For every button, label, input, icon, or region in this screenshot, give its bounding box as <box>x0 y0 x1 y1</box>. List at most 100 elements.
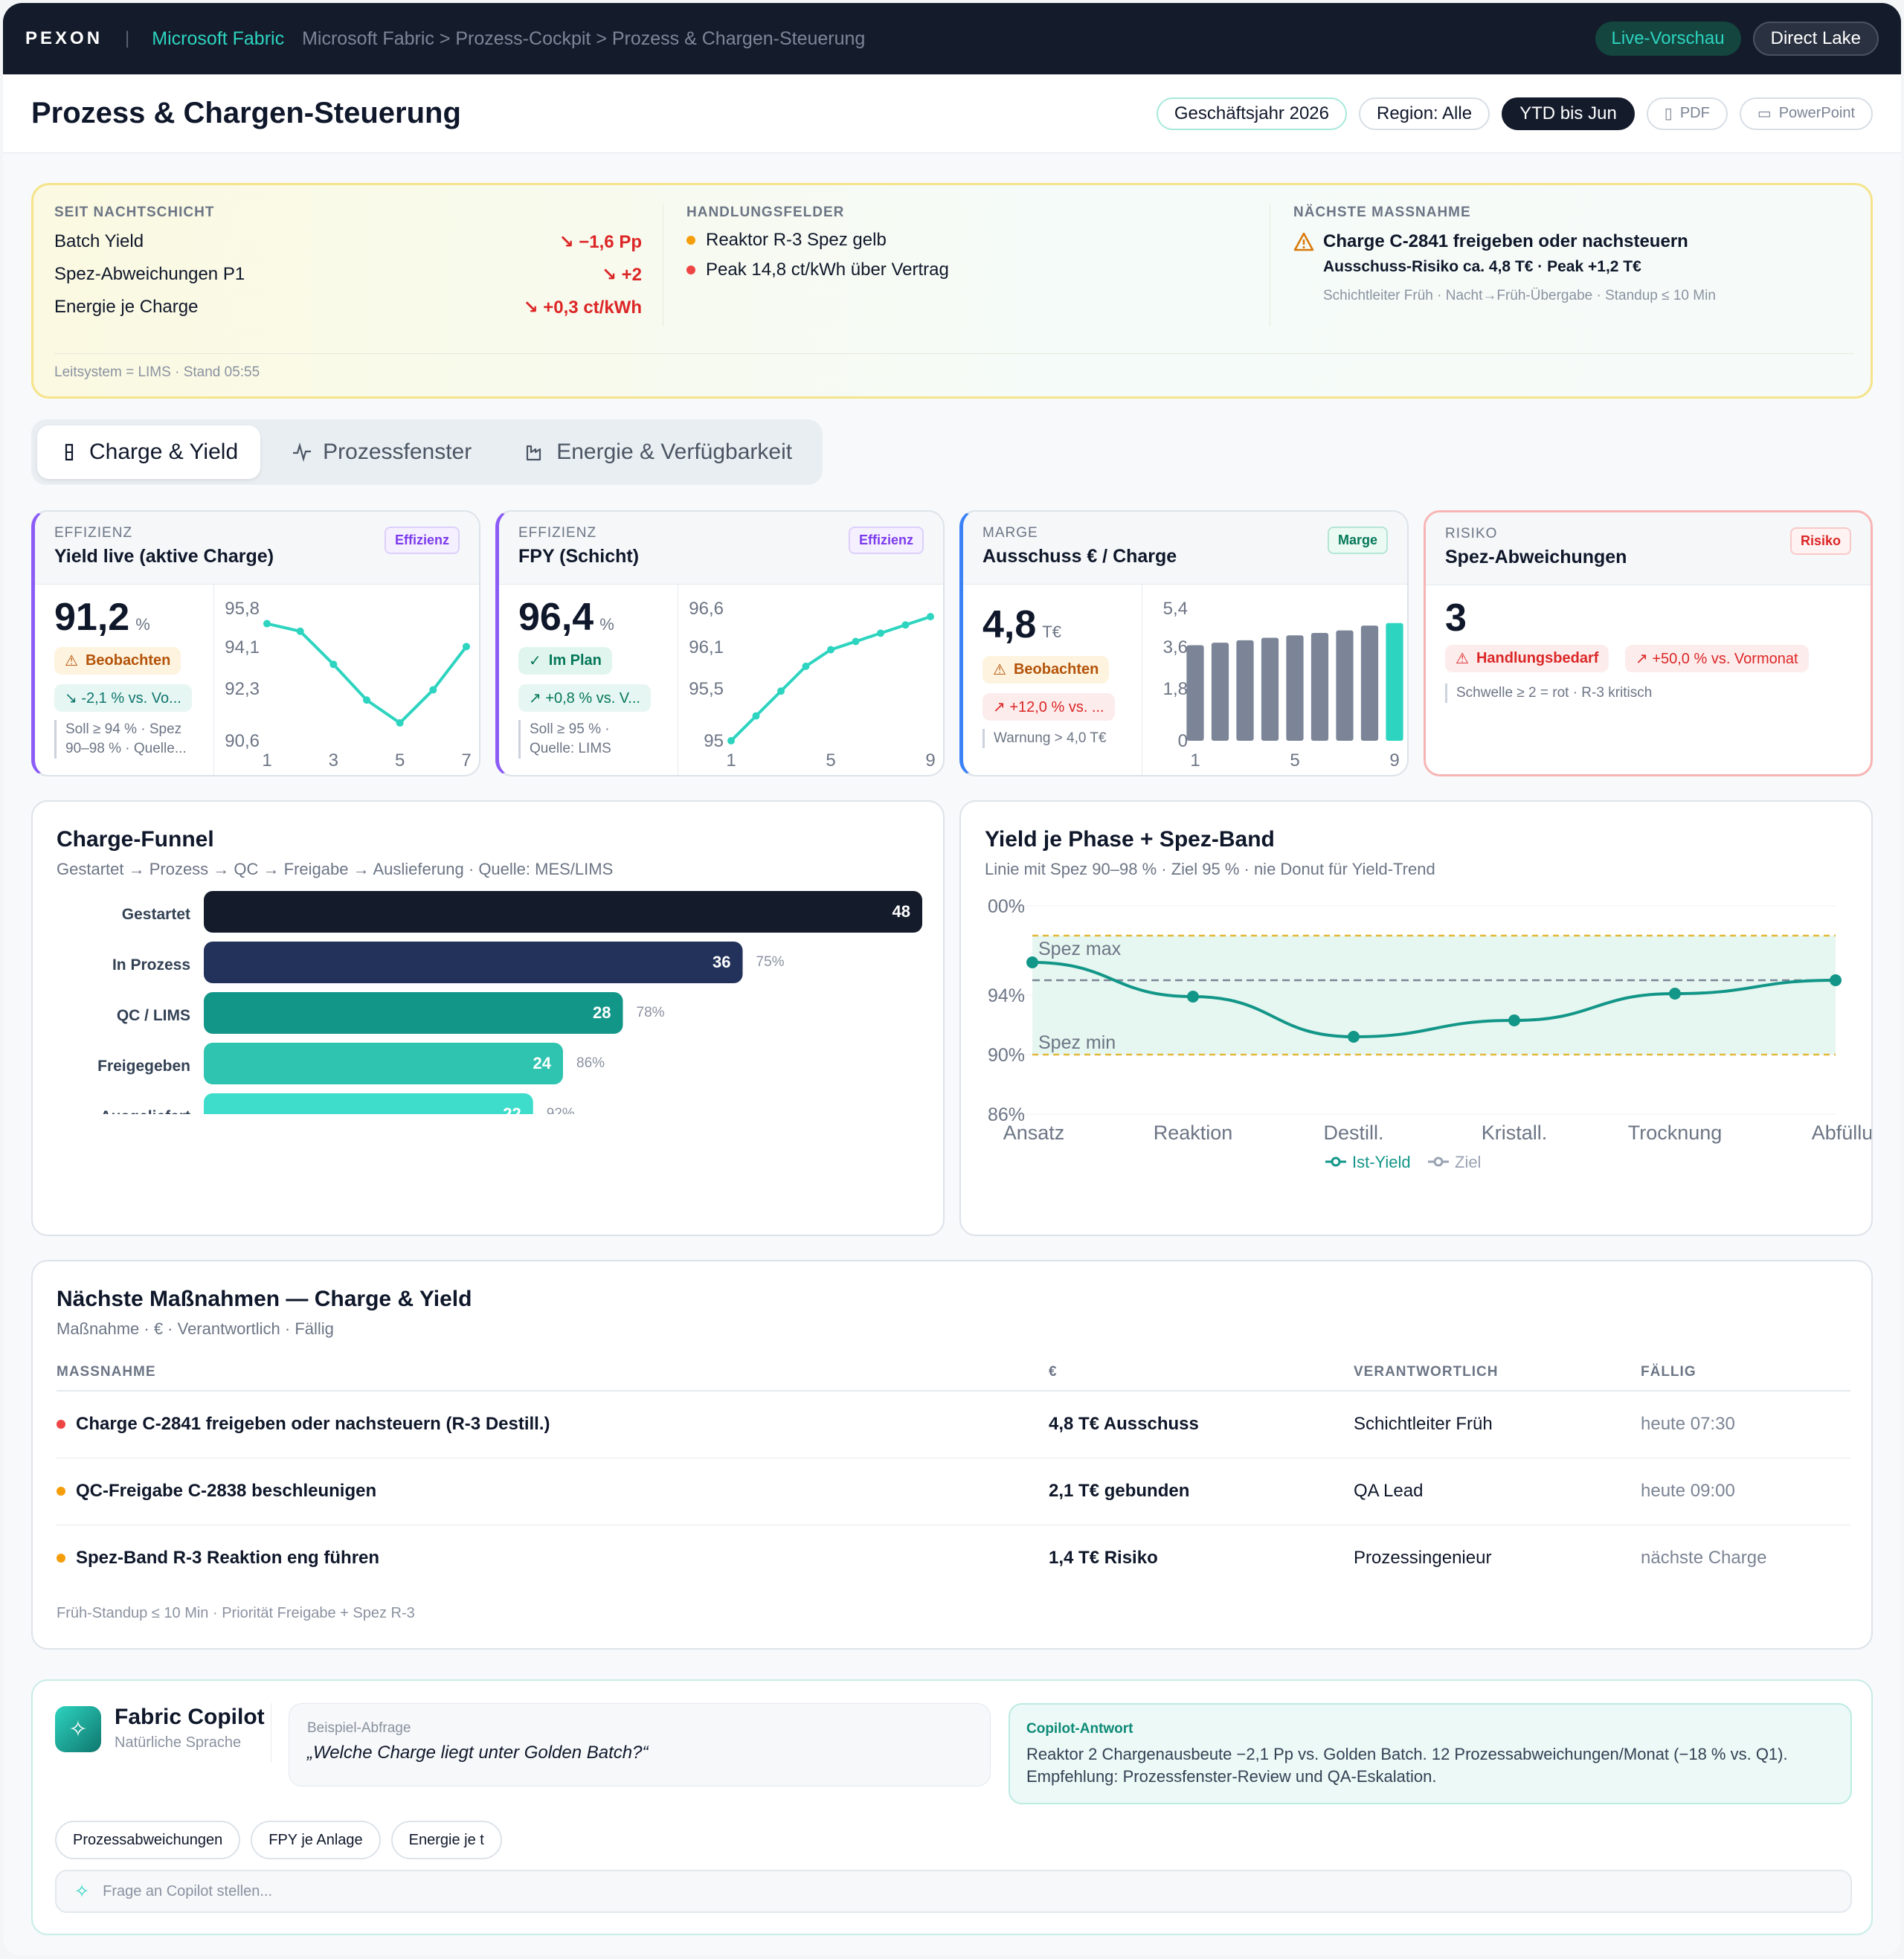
table-row[interactable]: Charge C-2841 freigeben oder nachsteuern… <box>57 1391 1850 1458</box>
copilot-answer: Copilot-Antwort Reaktor 2 Chargenausbeut… <box>1009 1703 1852 1804</box>
fiscal-year-filter[interactable]: Geschäftsjahr 2026 <box>1156 97 1347 130</box>
warning-icon <box>1293 232 1314 251</box>
bar <box>1310 632 1329 741</box>
pdf-export-button[interactable]: ▯ PDF <box>1646 97 1728 130</box>
powerpoint-export-button[interactable]: ▭ PowerPoint <box>1739 97 1873 130</box>
action-owner: Schichtleiter Früh <box>1354 1391 1641 1458</box>
suggestion-chip[interactable]: Energie je t <box>390 1821 502 1859</box>
x-tick-label: 3 <box>329 750 338 771</box>
column-header[interactable]: FÄLLIG <box>1641 1354 1850 1392</box>
funnel-bar <box>204 1093 533 1114</box>
column-header[interactable]: MASSNAHME <box>57 1354 1049 1392</box>
yield-phase-chart: Spez max Spez min 00% 94% 90% 86%Ansatz Reakti… <box>988 896 1871 1171</box>
tab-charge-yield[interactable]: Charge & Yield <box>37 425 261 479</box>
product-link[interactable]: Microsoft Fabric <box>152 28 285 49</box>
copilot-input[interactable]: ✧ Frage an Copilot stellen... <box>55 1870 1852 1913</box>
answer-label: Copilot-Antwort <box>1026 1721 1133 1737</box>
funnel-label: Freigegeben <box>97 1058 190 1075</box>
y-tick-label: 94% <box>988 985 1025 1006</box>
sparkline-chart: 96,6 96,1 95,5 951 5 9 <box>689 599 935 771</box>
bar <box>1236 640 1254 741</box>
y-tick-label: 1,8 <box>1163 679 1188 699</box>
action-field-text: Reaktor R-3 Spez gelb <box>706 230 887 250</box>
kpi-category: MARGE <box>982 525 1038 541</box>
tab-energie[interactable]: Energie & Verfügbarkeit <box>503 425 814 479</box>
live-preview-badge[interactable]: Live-Vorschau <box>1595 22 1741 56</box>
data-point <box>1187 991 1199 1003</box>
breadcrumb[interactable]: Microsoft Fabric > Prozess-Cockpit > Pro… <box>302 28 866 49</box>
next-action-title[interactable]: Charge C-2841 freigeben oder nachsteuern <box>1323 231 1688 251</box>
y-tick-label: 95,8 <box>225 599 260 619</box>
region-filter[interactable]: Region: Alle <box>1358 97 1490 130</box>
action-cell: Charge C-2841 freigeben oder nachsteuern… <box>57 1391 1049 1458</box>
funnel-bar <box>204 992 623 1034</box>
spec-band <box>1032 936 1836 1055</box>
column-header[interactable]: VERANTWORTLICH <box>1354 1354 1641 1392</box>
conversion-rate: 75% <box>756 954 785 970</box>
example-query[interactable]: Beispiel-Abfrage „Welche Charge liegt un… <box>289 1703 991 1786</box>
data-point <box>852 637 860 646</box>
data-point <box>263 620 271 628</box>
kpi-title: Yield live (aktive Charge) <box>54 546 274 567</box>
action-field-text: Peak 14,8 ct/kWh über Vertrag <box>706 260 949 280</box>
warning-icon: ⚠ <box>1456 651 1469 667</box>
kpi-value: 91,2% <box>54 595 150 640</box>
panel-title: Nächste Maßnahmen — Charge & Yield <box>57 1287 472 1311</box>
status-badge: ✓ Im Plan <box>518 647 612 675</box>
x-tick-label: 7 <box>461 750 471 771</box>
kpi-card-scrap[interactable]: MARGE Ausschuss € / Charge Marge 4,8 T€ ⚠… <box>959 510 1409 776</box>
suggestion-chip[interactable]: Prozessabweichungen <box>55 1821 241 1859</box>
x-tick-label: Trocknung <box>1628 1122 1723 1144</box>
kpi-category: RISIKO <box>1445 526 1498 541</box>
kpi-value: 4,8 T€ <box>982 602 1061 647</box>
data-point <box>901 621 910 629</box>
kpi-card-fpy[interactable]: EFFIZIENZ FPY (Schicht) Effizienz 96,4% … <box>495 510 945 776</box>
x-tick-label: 1 <box>726 750 736 771</box>
kpi-number: 3 <box>1445 596 1467 640</box>
action-fields: HANDLUNGSFELDER Reaktor R-3 Spez gelb Pe… <box>686 205 1252 285</box>
data-point <box>463 643 470 651</box>
data-point <box>1348 1031 1360 1043</box>
note-line: Soll ≥ 94 % · Spez <box>65 721 182 737</box>
funnel-label: QC / LIMS <box>117 1007 190 1024</box>
section-caption: HANDLUNGSFELDER <box>686 205 845 220</box>
kpi-unit: % <box>599 615 614 634</box>
direct-lake-badge[interactable]: Direct Lake <box>1752 22 1879 56</box>
sparkline-chart: 95,8 94,1 92,3 90,61 3 5 7 <box>225 599 471 771</box>
metric-label: Spez-Abweichungen P1 <box>54 264 245 284</box>
delta-badge: ↗ +0,8 % vs. V... <box>518 684 651 712</box>
suggestion-chip[interactable]: FPY je Anlage <box>251 1821 381 1859</box>
funnel-value: 48 <box>892 902 910 921</box>
data-point <box>777 687 785 695</box>
example-text: „Welche Charge liegt unter Golden Batch?… <box>307 1743 649 1763</box>
band-label: Spez min <box>1038 1032 1116 1053</box>
action-field-item: Reaktor R-3 Spez gelb <box>686 225 1252 255</box>
conversion-rate: 86% <box>576 1055 605 1071</box>
period-filter[interactable]: YTD bis Jun <box>1502 97 1635 130</box>
metric-row: Batch Yield ↘ −1,6 Pp <box>54 225 642 258</box>
tab-prozessfenster[interactable]: Prozessfenster <box>269 425 494 479</box>
summary-footer: Leitsystem = LIMS · Stand 05:55 <box>54 353 1854 381</box>
funnel-label: In Prozess <box>112 956 190 974</box>
action-due: heute 09:00 <box>1641 1458 1850 1525</box>
kpi-card-spec-deviations[interactable]: RISIKO Spez-Abweichungen Risiko 3 ⚠ Handl… <box>1424 510 1873 776</box>
kpi-unit: T€ <box>1042 623 1061 641</box>
panel-subtitle: Linie mit Spez 90–98 % · Ziel 95 % · nie… <box>985 860 1435 878</box>
status-text: Beobachten <box>1013 661 1099 678</box>
funnel-value: 24 <box>533 1054 552 1072</box>
kpi-header: MARGE Ausschuss € / Charge Marge <box>963 512 1407 585</box>
table-row[interactable]: QC-Freigabe C-2838 beschleunigen 2,1 T€ … <box>57 1458 1850 1525</box>
kpi-card-yield[interactable]: EFFIZIENZ Yield live (aktive Charge) Eff… <box>31 510 480 776</box>
charge-funnel-panel: Charge-Funnel Gestartet → Prozess → QC →… <box>31 800 945 1236</box>
next-action-detail: Ausschuss-Risiko ca. 4,8 T€ · Peak +1,2 … <box>1323 258 1641 275</box>
action-eur: 1,4 T€ Risiko <box>1049 1548 1158 1569</box>
column-header[interactable]: € <box>1049 1354 1354 1392</box>
legend-marker <box>1331 1157 1341 1167</box>
y-tick-label: 95,5 <box>689 679 724 699</box>
copilot-title: Fabric Copilot <box>115 1705 265 1729</box>
action-name: QC-Freigabe C-2838 beschleunigen <box>76 1481 377 1501</box>
table-row[interactable]: Spez-Band R-3 Reaktion eng führen 1,4 T€… <box>57 1525 1850 1592</box>
delta-badge: ↗ +50,0 % vs. Vormonat <box>1625 645 1809 672</box>
y-tick-label: 86% <box>988 1104 1025 1125</box>
funnel-value: 36 <box>713 953 730 971</box>
